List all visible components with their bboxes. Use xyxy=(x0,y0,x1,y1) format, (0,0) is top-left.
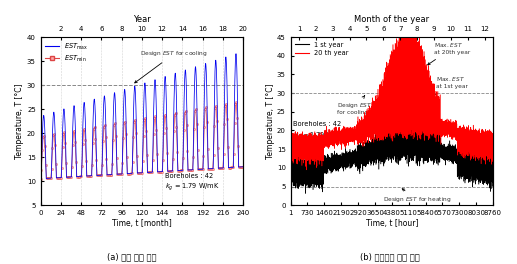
Text: (a) 월별 온도 변화: (a) 월별 온도 변화 xyxy=(107,252,157,261)
Text: Max. $EST$
at 20th year: Max. $EST$ at 20th year xyxy=(428,41,470,65)
Text: Boreholes : 42
$k_g$ = 1.79 W/mK: Boreholes : 42 $k_g$ = 1.79 W/mK xyxy=(165,173,220,193)
Legend: $EST_{\mathregular{max}}$, $EST_{\mathregular{min}}$: $EST_{\mathregular{max}}$, $EST_{\mathre… xyxy=(44,40,89,65)
Text: Boreholes : 42
$k_g$ = 1.79 W/mK: Boreholes : 42 $k_g$ = 1.79 W/mK xyxy=(293,121,347,142)
Text: Design $EST$
for cooling: Design $EST$ for cooling xyxy=(337,96,372,115)
X-axis label: Time, t [hour]: Time, t [hour] xyxy=(366,219,418,228)
Text: Max. $EST$
at 1st year: Max. $EST$ at 1st year xyxy=(423,75,468,104)
X-axis label: Year: Year xyxy=(133,15,151,24)
X-axis label: Month of the year: Month of the year xyxy=(354,15,429,24)
Y-axis label: Temperature, T [°C]: Temperature, T [°C] xyxy=(266,83,276,159)
Y-axis label: Temperature, T [°C]: Temperature, T [°C] xyxy=(15,83,24,159)
Text: (b) 시간대별 온도 변화: (b) 시간대별 온도 변화 xyxy=(360,252,420,261)
Text: Design $EST$ for heating: Design $EST$ for heating xyxy=(383,189,452,204)
Text: Design $EST$ for cooling: Design $EST$ for cooling xyxy=(135,49,208,83)
Legend: 1 st year, 20 th year: 1 st year, 20 th year xyxy=(294,40,350,58)
X-axis label: Time, t [month]: Time, t [month] xyxy=(112,219,172,228)
